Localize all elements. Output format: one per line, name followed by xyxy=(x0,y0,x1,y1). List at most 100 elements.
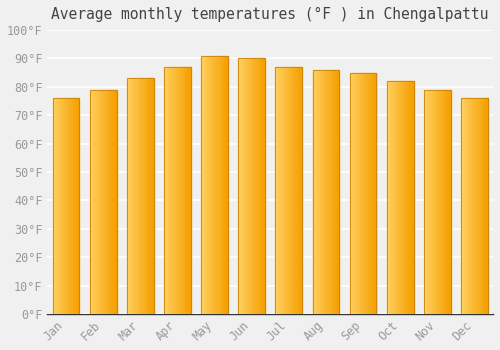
Bar xyxy=(276,67,302,314)
Bar xyxy=(186,67,187,314)
Bar xyxy=(392,81,393,314)
Bar xyxy=(294,67,295,314)
Bar xyxy=(470,98,471,314)
Bar xyxy=(65,98,66,314)
Bar xyxy=(363,73,364,314)
Bar xyxy=(165,67,166,314)
Bar xyxy=(463,98,464,314)
Bar xyxy=(221,56,222,314)
Bar xyxy=(396,81,398,314)
Bar xyxy=(78,98,80,314)
Bar xyxy=(362,73,363,314)
Bar xyxy=(203,56,204,314)
Bar xyxy=(143,78,144,314)
Bar xyxy=(324,70,325,314)
Bar xyxy=(216,56,217,314)
Bar xyxy=(312,70,340,314)
Bar xyxy=(482,98,484,314)
Bar xyxy=(241,58,242,314)
Bar xyxy=(114,90,116,314)
Bar xyxy=(103,90,104,314)
Bar xyxy=(104,90,105,314)
Bar xyxy=(135,78,136,314)
Bar xyxy=(285,67,286,314)
Bar xyxy=(461,98,462,314)
Bar xyxy=(373,73,374,314)
Bar xyxy=(412,81,414,314)
Bar xyxy=(170,67,171,314)
Bar xyxy=(150,78,151,314)
Bar xyxy=(468,98,469,314)
Bar xyxy=(58,98,59,314)
Bar xyxy=(276,67,277,314)
Bar xyxy=(105,90,106,314)
Bar xyxy=(471,98,472,314)
Bar xyxy=(217,56,218,314)
Bar xyxy=(184,67,186,314)
Bar xyxy=(52,98,54,314)
Bar xyxy=(466,98,468,314)
Bar xyxy=(327,70,328,314)
Bar xyxy=(164,67,165,314)
Bar xyxy=(390,81,392,314)
Bar xyxy=(66,98,67,314)
Bar xyxy=(332,70,333,314)
Bar xyxy=(166,67,168,314)
Bar xyxy=(355,73,356,314)
Bar xyxy=(352,73,354,314)
Bar xyxy=(178,67,179,314)
Bar xyxy=(146,78,148,314)
Bar xyxy=(424,90,450,314)
Bar xyxy=(410,81,411,314)
Bar xyxy=(368,73,370,314)
Bar xyxy=(282,67,284,314)
Bar xyxy=(438,90,439,314)
Bar xyxy=(328,70,330,314)
Bar xyxy=(298,67,300,314)
Bar xyxy=(442,90,444,314)
Bar xyxy=(432,90,433,314)
Bar xyxy=(428,90,430,314)
Bar xyxy=(424,90,425,314)
Bar xyxy=(289,67,290,314)
Bar xyxy=(374,73,376,314)
Bar xyxy=(238,58,265,314)
Bar xyxy=(90,90,92,314)
Bar xyxy=(326,70,327,314)
Bar xyxy=(95,90,96,314)
Bar xyxy=(356,73,357,314)
Bar xyxy=(106,90,108,314)
Bar xyxy=(130,78,132,314)
Bar xyxy=(404,81,406,314)
Bar xyxy=(247,58,248,314)
Bar xyxy=(57,98,58,314)
Bar xyxy=(330,70,332,314)
Bar xyxy=(372,73,373,314)
Bar xyxy=(112,90,113,314)
Bar xyxy=(474,98,476,314)
Bar xyxy=(67,98,68,314)
Bar xyxy=(148,78,149,314)
Bar xyxy=(444,90,446,314)
Bar xyxy=(97,90,98,314)
Bar xyxy=(127,78,154,314)
Bar xyxy=(257,58,258,314)
Bar xyxy=(172,67,173,314)
Bar xyxy=(335,70,336,314)
Bar xyxy=(73,98,74,314)
Bar xyxy=(439,90,440,314)
Bar xyxy=(209,56,210,314)
Bar xyxy=(226,56,227,314)
Bar xyxy=(371,73,372,314)
Bar xyxy=(140,78,141,314)
Bar xyxy=(292,67,294,314)
Bar xyxy=(218,56,219,314)
Bar xyxy=(187,67,188,314)
Bar xyxy=(212,56,213,314)
Bar xyxy=(52,98,80,314)
Bar xyxy=(426,90,428,314)
Bar xyxy=(240,58,241,314)
Bar xyxy=(434,90,436,314)
Bar xyxy=(164,67,191,314)
Bar xyxy=(487,98,488,314)
